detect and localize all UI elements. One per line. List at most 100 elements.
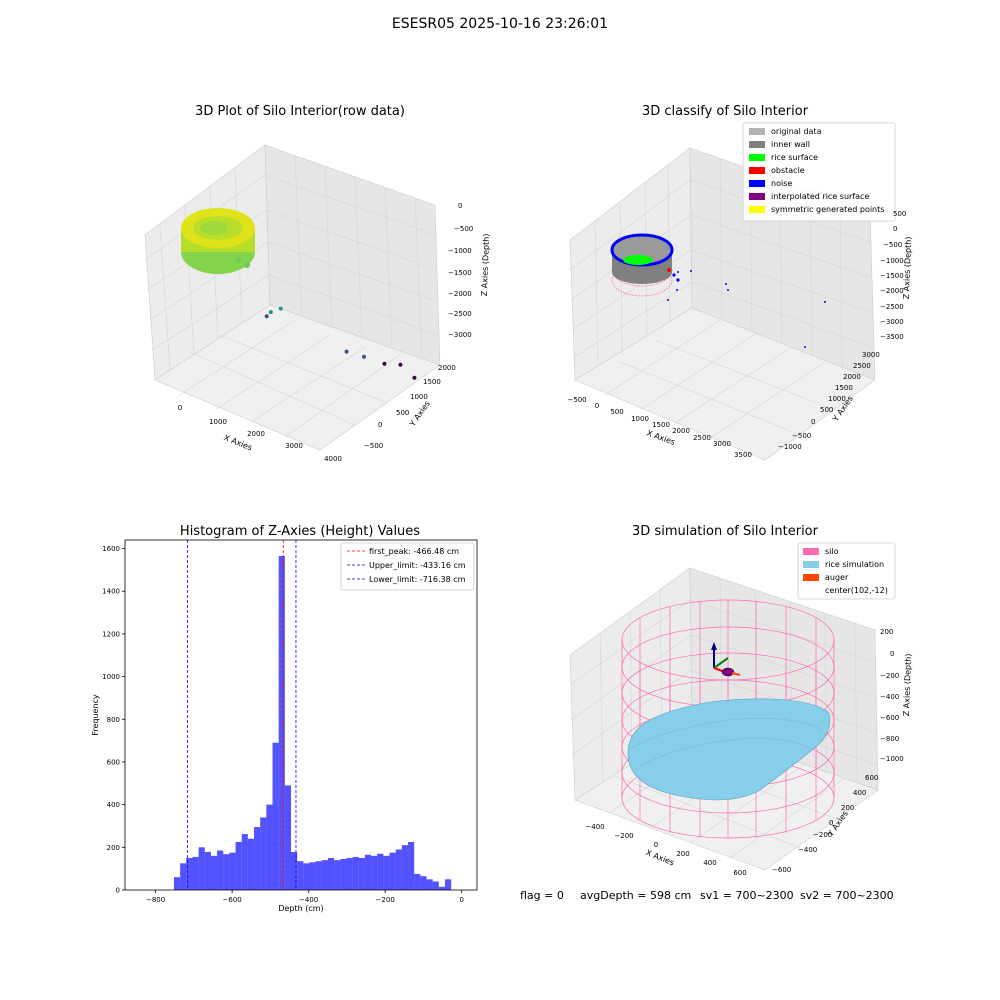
y-tick-label: 1600 (102, 545, 120, 553)
histogram-bars (173, 556, 452, 890)
z-tick: −2000 (880, 287, 904, 295)
x-tick: 2500 (693, 434, 711, 442)
legend-label: Lower_limit: -716.38 cm (369, 575, 466, 584)
histogram-bar (414, 873, 421, 890)
histogram-bar (364, 854, 372, 890)
histogram-x-axis-label: Depth (cm) (278, 904, 323, 913)
rice-surface (627, 698, 831, 801)
raw-x-tick-labels: 0 1000 2000 3000 4000 (178, 404, 342, 463)
legend-label: rice surface (771, 153, 818, 162)
classify-z-axis-label: Z Axies (Depth) (902, 236, 913, 299)
raw-y-axis-label: Y Axies (407, 399, 432, 429)
x-tick: −500 (567, 396, 586, 404)
legend-label: inner wall (771, 140, 810, 149)
histogram-bar (408, 841, 415, 890)
legend-swatch (749, 128, 765, 135)
y-tick: 0 (378, 421, 382, 429)
legend-label: original data (771, 127, 822, 136)
y-tick: 400 (853, 789, 866, 797)
noise-points (667, 270, 826, 348)
histogram-bar (241, 834, 248, 890)
simulation-x-axis-label: X Axies (645, 848, 676, 867)
histogram-bar (247, 838, 255, 890)
simulation-legend: silo rice simulation auger center(102,-12) (797, 542, 896, 600)
x-tick: 1000 (209, 418, 227, 426)
classify-y-tick-labels: −1000 −500 0 500 1000 1500 2000 2500 300… (778, 351, 880, 451)
y-tick-label: 1000 (102, 673, 120, 681)
histogram-bar (291, 852, 298, 890)
x-tick: 3000 (285, 442, 303, 450)
x-tick-label: −600 (223, 896, 242, 904)
status-avg-depth: avgDepth = 598 cm (580, 889, 692, 902)
histogram-bar (401, 845, 409, 890)
z-tick: 200 (880, 628, 893, 636)
x-tick: 200 (676, 850, 689, 858)
x-tick: −400 (585, 823, 604, 831)
z-tick: −3000 (880, 318, 904, 326)
raw-plot-title: 3D Plot of Silo Interior(row data) (195, 104, 405, 119)
histogram-bar (321, 860, 328, 890)
y-tick: 2000 (843, 373, 861, 381)
y-tick: 600 (865, 774, 878, 782)
histogram-legend: first_peak: -466.48 cm Upper_limit: -433.… (340, 542, 475, 591)
z-tick: −1500 (880, 272, 904, 280)
classify-x-tick-labels: −500 0 500 1000 1500 2000 2500 3000 3500 (567, 396, 752, 459)
z-tick: −3000 (448, 331, 472, 339)
histogram-bar (278, 556, 285, 890)
scatter-point (268, 310, 273, 315)
y-tick: 2500 (853, 362, 871, 370)
raw-3d-plot: 0 1000 2000 3000 4000 X Axies −500 0 500… (144, 144, 491, 463)
z-tick: −2000 (448, 290, 472, 298)
status-flag: flag = 0 (520, 889, 564, 902)
z-tick: 0 (458, 202, 462, 210)
z-tick: −2500 (880, 303, 904, 311)
histogram-bar (432, 881, 439, 890)
status-sv1: sv1 = 700~2300 (700, 889, 794, 902)
x-tick: 1500 (652, 421, 670, 429)
y-tick: −500 (364, 442, 383, 450)
z-tick: −600 (880, 714, 899, 722)
histogram-bar (223, 854, 230, 890)
figure-title: ESESR05 2025-10-16 23:26:01 (391, 16, 609, 32)
y-tick: 1500 (835, 384, 853, 392)
z-tick: −1000 (448, 247, 472, 255)
histogram-bar (358, 857, 365, 890)
x-tick: 2000 (247, 430, 265, 438)
x-tick: 3000 (713, 440, 731, 448)
y-tick: −1000 (778, 443, 802, 451)
legend-swatch (749, 206, 765, 213)
legend-swatch (749, 180, 765, 187)
scatter-point (412, 375, 417, 380)
y-tick: 500 (396, 409, 409, 417)
x-tick: 1000 (631, 415, 649, 423)
classify-z-tick-labels: 500 0 −500 −1000 −1500 −2000 −2500 −3000… (880, 210, 906, 341)
z-tick: −500 (454, 225, 473, 233)
x-tick: 0 (595, 402, 599, 410)
scatter-point (344, 349, 349, 354)
y-tick: 1000 (828, 395, 846, 403)
histogram-title: Histogram of Z-Axies (Height) Values (179, 524, 421, 539)
histogram-bar (315, 861, 322, 890)
y-tick-label: 1200 (102, 630, 120, 638)
histogram-bar (235, 841, 242, 890)
z-tick: 0 (893, 225, 897, 233)
z-tick: −2500 (448, 310, 472, 318)
x-tick-label: −200 (376, 896, 395, 904)
histogram-x-ticks: −800 −600 −400 −200 0 (146, 890, 464, 904)
histogram-bar (210, 855, 218, 890)
classified-silo (610, 233, 680, 297)
histogram-bar (186, 857, 193, 890)
histogram-y-axis-label: Frequency (91, 694, 100, 736)
histogram-bar (309, 862, 316, 890)
histogram-bar (303, 863, 310, 890)
x-tick-label: −400 (299, 896, 318, 904)
simulation-z-axis-label: Z Axies (Depth) (902, 653, 913, 716)
histogram-bar (445, 879, 452, 890)
legend-swatch (803, 574, 819, 581)
histogram-bar (297, 861, 304, 890)
z-tick: 0 (890, 650, 894, 658)
histogram-bar (284, 785, 292, 890)
histogram-bar (266, 804, 273, 890)
y-tick: 0 (811, 418, 815, 426)
